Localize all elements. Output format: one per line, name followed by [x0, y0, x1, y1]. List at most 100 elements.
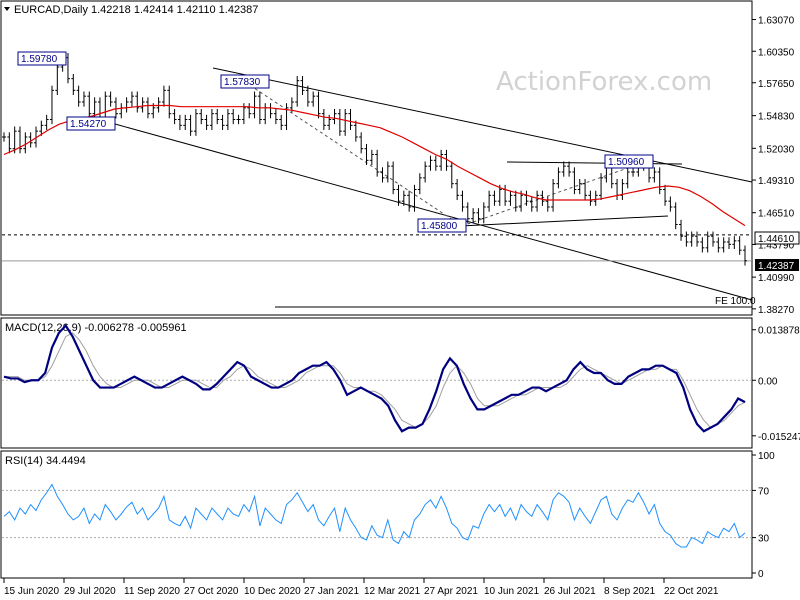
price-bar: [652, 167, 657, 183]
price-bar: [401, 190, 406, 206]
price-bar: [199, 109, 204, 125]
price-bar: [572, 167, 577, 195]
price-bar: [188, 114, 193, 136]
price-bar: [588, 190, 593, 206]
price-bar: [129, 91, 134, 107]
svg-text:1.57830: 1.57830: [224, 77, 261, 88]
price-bar: [247, 103, 252, 119]
price-bar: [476, 208, 481, 224]
price-bar: [17, 126, 22, 154]
price-bar: [215, 109, 220, 125]
price-bar: [49, 85, 54, 125]
price-bar: [359, 132, 364, 154]
price-bar: [71, 74, 76, 95]
y-tick-label: 1.46510: [758, 209, 795, 220]
price-bar: [556, 167, 561, 189]
price-bar: [684, 231, 689, 247]
y-tick-label: 0.00: [758, 376, 778, 387]
price-bar: [220, 114, 225, 130]
price-bar: [76, 85, 81, 107]
price-bar: [497, 184, 502, 206]
price-bar: [695, 231, 700, 247]
price-bar: [273, 109, 278, 125]
y-tick-label: 1.57650: [758, 79, 795, 90]
x-tick-label: 11 Sep 2020: [124, 586, 180, 597]
svg-text:1.54270: 1.54270: [70, 119, 107, 130]
y-tick-label: 1.52030: [758, 144, 795, 155]
price-bar: [423, 161, 428, 183]
x-tick-label: 8 Sep 2021: [604, 586, 656, 597]
rsi-header: RSI(14) 34.4494: [5, 455, 86, 467]
x-tick-label: 12 Mar 2021: [364, 586, 421, 597]
y-tick-label: 1.54830: [758, 112, 795, 123]
price-bar: [28, 132, 33, 148]
price-bar: [567, 161, 572, 177]
price-bar: [439, 149, 444, 171]
price-bar: [444, 149, 449, 171]
macd-y-axis: 0.013878 0.00 -0.015247: [752, 326, 800, 443]
rsi-panel: [0, 450, 753, 579]
macd-panel: [0, 317, 753, 449]
price-bar: [81, 91, 86, 107]
y-tick-label: 70: [758, 486, 770, 497]
svg-text:1.42387: 1.42387: [758, 261, 795, 272]
price-bar: [337, 109, 342, 136]
price-bar: [343, 109, 348, 136]
price-bar: [561, 161, 566, 177]
price-bar: [391, 161, 396, 195]
price-bar: [705, 231, 710, 253]
price-label-1: 1.59780: [17, 51, 67, 66]
price-bar: [284, 103, 289, 130]
price-bar: [711, 231, 716, 247]
price-bar: [311, 91, 316, 107]
rsi-line: [3, 483, 746, 548]
price-bar: [513, 190, 518, 212]
price-bar: [583, 179, 588, 200]
price-bar: [295, 75, 300, 107]
price-bar: [23, 132, 28, 154]
price-bar: [529, 196, 534, 212]
price-bar: [135, 91, 140, 113]
price-bar: [631, 167, 636, 177]
price-bar: [39, 120, 44, 136]
header-dropdown-icon[interactable]: [4, 7, 10, 11]
price-bar: [364, 144, 369, 165]
price-bar: [577, 179, 582, 195]
price-bar: [172, 109, 177, 125]
x-tick-label: 27 Jan 2021: [304, 586, 359, 597]
x-tick-label: 10 Jun 2021: [484, 586, 539, 597]
rsi-layers: [2, 483, 752, 548]
price-bar: [593, 190, 598, 206]
price-bar: [732, 236, 737, 249]
svg-text:1.59780: 1.59780: [21, 54, 58, 65]
y-tick-label: 1.43790: [758, 240, 795, 251]
price-bar: [231, 109, 236, 125]
price-label-4: 1.45800: [417, 218, 467, 233]
x-tick-label: 27 Apr 2021: [424, 586, 478, 597]
trend-lines: [114, 67, 753, 308]
price-bar: [455, 179, 460, 200]
price-bar: [300, 75, 305, 95]
x-tick-label: 27 Oct 2020: [184, 586, 239, 597]
price-bar: [140, 97, 145, 113]
channel-lower-line: [114, 123, 753, 301]
sma-line: [3, 104, 746, 227]
price-bar: [700, 237, 705, 253]
price-bar: [193, 109, 198, 136]
price-bar: [508, 190, 513, 206]
y-tick-label: 1.38270: [758, 305, 795, 316]
price-bar: [487, 190, 492, 212]
x-tick-label: 10 Dec 2020: [244, 586, 301, 597]
price-bar: [108, 91, 113, 107]
price-bar: [679, 219, 684, 241]
level-tag-2: 1.42387: [755, 259, 799, 272]
price-bar: [465, 202, 470, 224]
x-tick-label: 26 Jul 2021: [544, 586, 596, 597]
price-bar: [385, 161, 390, 183]
price-bar: [375, 149, 380, 177]
price-bar: [545, 196, 550, 212]
rsi-y-axis: 100 70 30 0: [752, 451, 775, 580]
macd-layers: [2, 323, 752, 433]
price-label-2: 1.54270: [66, 116, 116, 131]
